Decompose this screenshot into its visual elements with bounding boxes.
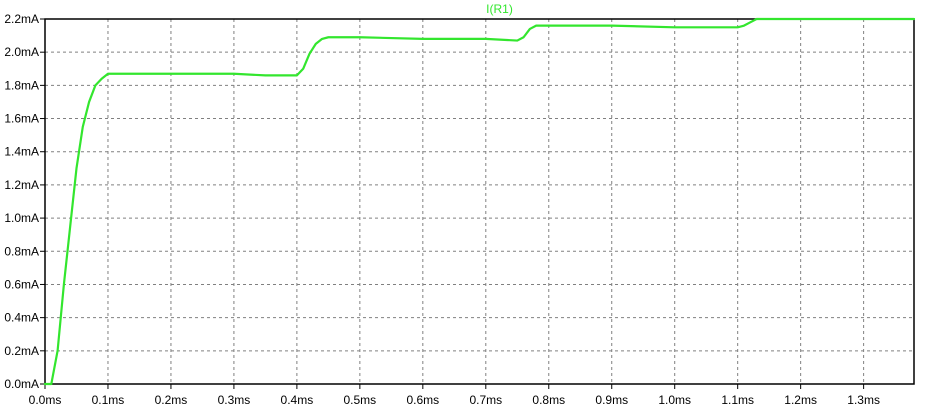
x-tick-label: 0.7ms (469, 393, 502, 407)
x-tick-label: 0.5ms (344, 393, 377, 407)
x-tick-label: 0.8ms (532, 393, 565, 407)
plot-frame (44, 18, 915, 385)
axis-tick-labels: 0.0ms 0.1ms 0.2ms 0.3ms 0.4ms 0.5ms 0.6ms 0.7ms… (4, 12, 880, 407)
x-tick-label: 0.0ms (29, 393, 62, 407)
y-tick-label: 1.6mA (4, 112, 39, 126)
series-layer (43, 17, 916, 386)
y-tick-label: 1.2mA (4, 178, 39, 192)
x-tick-label: 0.6ms (406, 393, 439, 407)
x-tick-label: 1.0ms (658, 393, 691, 407)
x-tick-label: 1.2ms (784, 393, 817, 407)
x-tick-label: 1.3ms (847, 393, 880, 407)
x-tick-label: 1.1ms (721, 393, 754, 407)
y-tick-label: 0.0mA (4, 377, 39, 391)
y-tick-label: 0.2mA (4, 344, 39, 358)
y-tick-label: 1.0mA (4, 211, 39, 225)
x-tick-label: 0.1ms (92, 393, 125, 407)
x-tick-label: 0.4ms (281, 393, 314, 407)
series-line-i-r1 (43, 17, 916, 386)
y-tick-label: 1.4mA (4, 145, 39, 159)
y-tick-label: 0.4mA (4, 311, 39, 325)
y-tick-label: 2.2mA (4, 12, 39, 26)
x-tick-label: 0.9ms (595, 393, 628, 407)
x-tick-label: 0.3ms (218, 393, 251, 407)
y-tick-label: 0.6mA (4, 277, 39, 291)
y-tick-label: 1.8mA (4, 78, 39, 92)
series-name-label[interactable]: I(R1) (486, 2, 513, 16)
axis-ticks (40, 18, 865, 389)
x-tick-label: 0.2ms (155, 393, 188, 407)
grid (45, 19, 914, 384)
y-tick-label: 2.0mA (4, 45, 39, 59)
y-tick-label: 0.8mA (4, 244, 39, 258)
